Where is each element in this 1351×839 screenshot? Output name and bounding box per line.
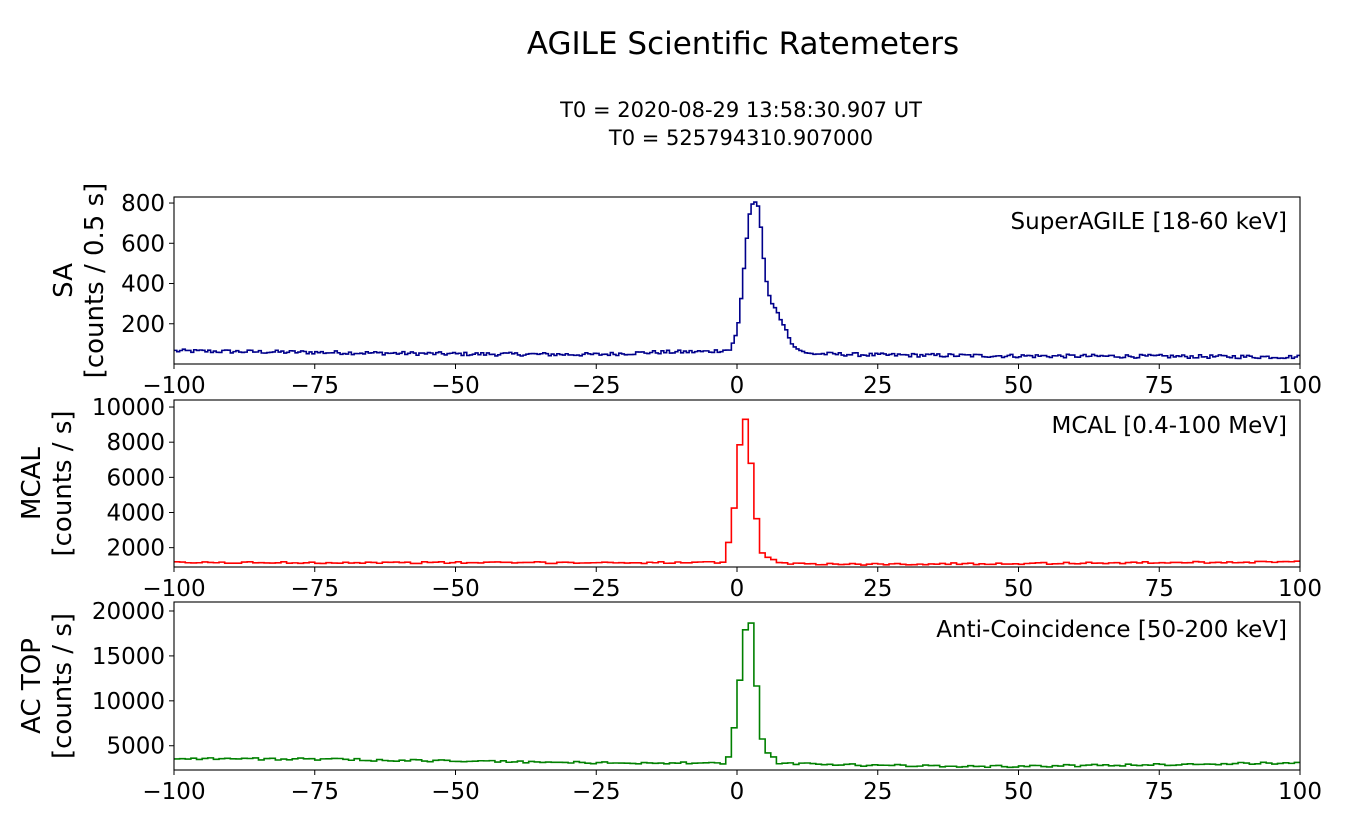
x-tick-label: 25: [863, 373, 892, 399]
x-tick-label: 100: [1278, 576, 1322, 602]
x-tick-label: 50: [1004, 373, 1033, 399]
x-tick-label: −50: [431, 576, 480, 602]
figure-title: AGILE Scientific Ratemeters: [527, 26, 959, 62]
y-axis-label-superagile: [counts / 0.5 s]: [80, 183, 110, 379]
y-tick-label: 200: [121, 312, 165, 338]
series-label-mcal: MCAL [0.4-100 MeV]: [1051, 413, 1287, 439]
x-tick-label: 100: [1278, 779, 1322, 805]
x-tick-label: 0: [730, 779, 745, 805]
x-tick-label: 25: [863, 779, 892, 805]
x-tick-label: 75: [1145, 576, 1174, 602]
x-tick-label: −100: [142, 373, 205, 399]
series-line-superagile: [174, 201, 1300, 360]
y-axis-label-superagile: SA: [49, 263, 79, 298]
panel-mcal: −100 −75 −50 −25 0 25 50 75 100 2000 4000 6000 8000 1…: [17, 395, 1322, 602]
x-tick-label: −100: [142, 576, 205, 602]
x-tick-label: −25: [572, 779, 621, 805]
x-tick-label: −75: [290, 576, 339, 602]
x-tick-label: −25: [572, 373, 621, 399]
y-axis-label-ac-top: [counts / s]: [48, 613, 78, 759]
y-tick-label: 6000: [106, 465, 165, 491]
y-tick-label: 5000: [106, 734, 165, 760]
x-tick-label: −75: [290, 779, 339, 805]
x-tick-label: 0: [730, 373, 745, 399]
x-tick-label: 75: [1145, 779, 1174, 805]
y-axis-label-mcal: [counts / s]: [48, 410, 78, 556]
series-label-ac-top: Anti-Coincidence [50-200 keV]: [936, 617, 1287, 643]
x-tick-label: 100: [1278, 373, 1322, 399]
figure-subtitle-line-1: T0 = 2020-08-29 13:58:30.907 UT: [559, 98, 922, 122]
y-tick-label: 2000: [106, 536, 165, 562]
x-tick-label: 25: [863, 576, 892, 602]
panel-superagile: −100 −75 −50 −25 0 25 50 75 100 200 400 600 800 SA [co…: [49, 183, 1322, 399]
x-tick-label: 0: [730, 576, 745, 602]
y-tick-label: 8000: [106, 430, 165, 456]
x-tick-label: 50: [1004, 779, 1033, 805]
figure-subtitle-line-2: T0 = 525794310.907000: [608, 126, 873, 150]
y-tick-label: 10000: [92, 689, 165, 715]
x-tick-label: −25: [572, 576, 621, 602]
x-tick-label: 75: [1145, 373, 1174, 399]
y-tick-label: 600: [121, 231, 165, 257]
panel-ac-top: −100 −75 −50 −25 0 25 50 75 100 5000 10000 15000 200…: [17, 599, 1322, 805]
series-label-superagile: SuperAGILE [18-60 keV]: [1011, 209, 1287, 235]
y-tick-label: 10000: [92, 395, 165, 421]
x-tick-label: −50: [431, 779, 480, 805]
x-tick-label: −50: [431, 373, 480, 399]
x-tick-label: 50: [1004, 576, 1033, 602]
y-tick-label: 20000: [92, 599, 165, 625]
y-tick-label: 400: [121, 272, 165, 298]
y-axis-label-mcal: MCAL: [17, 447, 47, 520]
y-tick-label: 4000: [106, 501, 165, 527]
y-tick-label: 800: [121, 191, 165, 217]
series-line-mcal: [174, 418, 1300, 566]
x-tick-label: −100: [142, 779, 205, 805]
y-axis-label-ac-top: AC TOP: [17, 638, 47, 734]
series-line-ac-top: [174, 622, 1300, 769]
y-tick-label: 15000: [92, 644, 165, 670]
x-tick-label: −75: [290, 373, 339, 399]
